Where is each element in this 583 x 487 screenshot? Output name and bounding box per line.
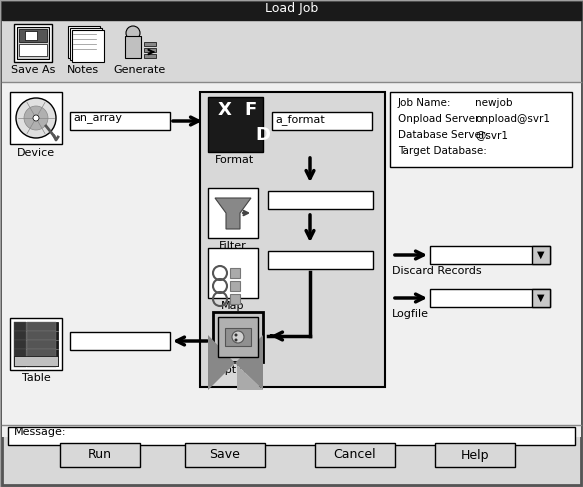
Bar: [144, 42, 156, 46]
Text: a_format: a_format: [275, 114, 325, 125]
Bar: [185, 443, 265, 467]
Bar: [435, 443, 515, 467]
Bar: [230, 294, 240, 304]
Text: X: X: [218, 101, 232, 119]
Bar: [390, 92, 572, 167]
Bar: [268, 191, 373, 209]
Bar: [430, 246, 550, 264]
Bar: [200, 92, 385, 387]
Bar: [70, 28, 102, 60]
Bar: [68, 26, 100, 58]
Text: Cancel: Cancel: [333, 449, 376, 462]
Text: Logfile: Logfile: [392, 309, 429, 319]
Bar: [70, 112, 170, 130]
Bar: [27, 340, 56, 349]
Text: D: D: [255, 126, 270, 144]
Circle shape: [24, 106, 48, 130]
Bar: [230, 281, 240, 291]
Bar: [25, 31, 37, 40]
Bar: [208, 248, 258, 298]
Bar: [208, 188, 258, 238]
Text: Target Database:: Target Database:: [398, 146, 487, 156]
Bar: [144, 48, 156, 52]
Bar: [532, 246, 550, 264]
Bar: [19, 29, 47, 42]
Polygon shape: [215, 198, 251, 229]
Bar: [272, 112, 372, 130]
Bar: [218, 317, 258, 357]
Circle shape: [33, 115, 39, 121]
Bar: [144, 54, 156, 58]
Text: Discard Records: Discard Records: [392, 266, 482, 276]
Bar: [2, 2, 581, 20]
Bar: [27, 322, 56, 331]
Bar: [14, 24, 52, 62]
Text: an_array: an_array: [73, 114, 122, 124]
Bar: [125, 36, 141, 58]
Text: Job Name:: Job Name:: [398, 98, 451, 108]
Text: Message:: Message:: [14, 427, 66, 437]
Bar: [10, 92, 62, 144]
Polygon shape: [235, 335, 263, 390]
Bar: [2, 20, 581, 82]
Bar: [430, 289, 550, 307]
Bar: [17, 27, 49, 59]
Bar: [532, 289, 550, 307]
Text: Map: Map: [222, 301, 245, 311]
Text: Format: Format: [215, 155, 255, 165]
Bar: [268, 251, 373, 269]
Text: ▼: ▼: [538, 293, 545, 303]
Bar: [70, 332, 170, 350]
Text: F: F: [245, 101, 257, 119]
Bar: [27, 331, 56, 340]
Bar: [14, 322, 58, 366]
Text: Filter: Filter: [219, 241, 247, 251]
Bar: [315, 443, 395, 467]
Text: Run: Run: [88, 449, 112, 462]
Polygon shape: [237, 365, 263, 390]
Text: Help: Help: [461, 449, 489, 462]
Text: Save: Save: [209, 449, 240, 462]
Circle shape: [126, 26, 140, 40]
Text: Onpload Server:: Onpload Server:: [398, 114, 483, 124]
Text: @svr1: @svr1: [475, 130, 508, 140]
Bar: [2, 82, 581, 437]
Circle shape: [16, 98, 56, 138]
Circle shape: [234, 334, 237, 337]
Bar: [14, 331, 26, 340]
Bar: [27, 349, 56, 358]
Bar: [14, 358, 26, 367]
Text: Table: Table: [22, 373, 50, 383]
Bar: [72, 30, 104, 62]
Text: Options: Options: [216, 365, 259, 375]
Bar: [14, 356, 58, 366]
Text: Notes: Notes: [67, 65, 99, 75]
Bar: [14, 322, 26, 331]
Text: onpload@svr1: onpload@svr1: [475, 114, 550, 124]
Circle shape: [234, 338, 237, 341]
Bar: [60, 443, 140, 467]
Bar: [225, 328, 251, 346]
Text: newjob: newjob: [475, 98, 512, 108]
Bar: [213, 312, 263, 362]
Text: Database Server:: Database Server:: [398, 130, 489, 140]
Bar: [122, 26, 158, 60]
Text: ▼: ▼: [538, 250, 545, 260]
Bar: [8, 427, 575, 445]
Bar: [27, 358, 56, 367]
Bar: [230, 268, 240, 278]
Polygon shape: [208, 335, 235, 390]
Text: Save As: Save As: [11, 65, 55, 75]
Bar: [10, 318, 62, 370]
Text: Load Job: Load Job: [265, 2, 318, 15]
Text: Device: Device: [17, 148, 55, 158]
Bar: [14, 340, 26, 349]
Bar: [19, 44, 47, 56]
Bar: [208, 97, 263, 152]
Text: Generate: Generate: [114, 65, 166, 75]
Bar: [14, 349, 26, 358]
Circle shape: [232, 331, 244, 343]
